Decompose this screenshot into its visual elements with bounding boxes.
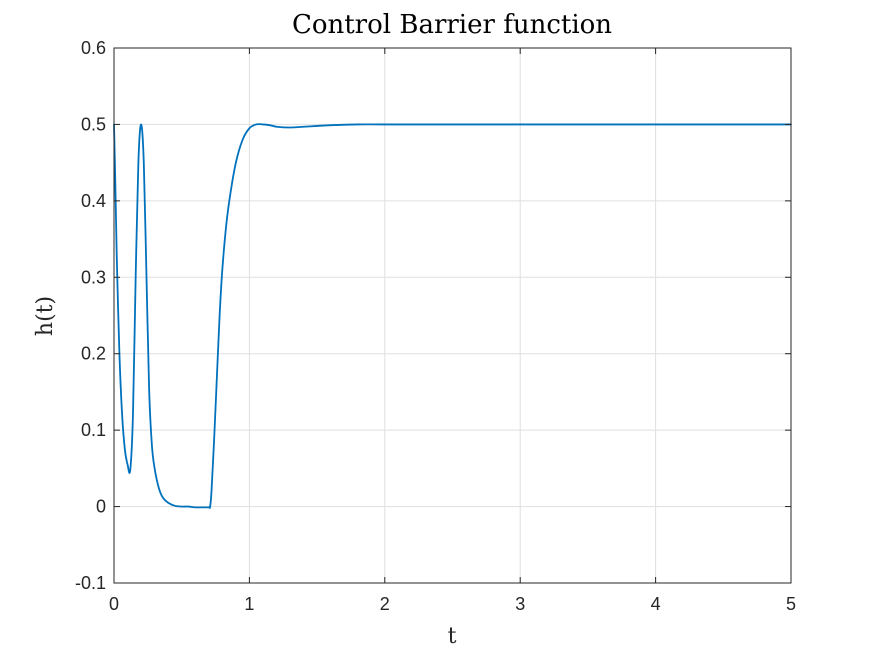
x-tick-label: 5 [786, 594, 796, 614]
y-axis-label: h(t) [33, 296, 58, 336]
y-tick-label: 0.2 [81, 344, 106, 364]
series-layer [113, 123, 792, 509]
y-tick-label: 0.4 [81, 191, 106, 211]
y-tick-label: 0.3 [81, 267, 106, 287]
x-tick-label: 4 [651, 594, 661, 614]
x-tick-label: 2 [380, 594, 390, 614]
y-tick-label: 0.6 [81, 38, 106, 58]
ticks [113, 47, 792, 584]
y-tick-label: 0 [96, 497, 106, 517]
y-tick-label: -0.1 [75, 573, 106, 593]
chart-title: Control Barrier function [292, 10, 612, 40]
x-tick-labels: 0 1 2 3 4 5 [109, 594, 796, 614]
y-tick-labels: -0.1 0 0.1 0.2 0.3 0.4 0.5 0.6 [75, 38, 106, 593]
x-tick-label: 1 [244, 594, 254, 614]
x-tick-label: 3 [515, 594, 525, 614]
axes-box [113, 47, 792, 584]
x-tick-label: 0 [109, 594, 119, 614]
plot-area [114, 48, 791, 583]
y-tick-label: 0.1 [81, 420, 106, 440]
h-series-line [113, 123, 792, 509]
x-axis-label: t [448, 624, 457, 649]
y-tick-label: 0.5 [81, 114, 106, 134]
